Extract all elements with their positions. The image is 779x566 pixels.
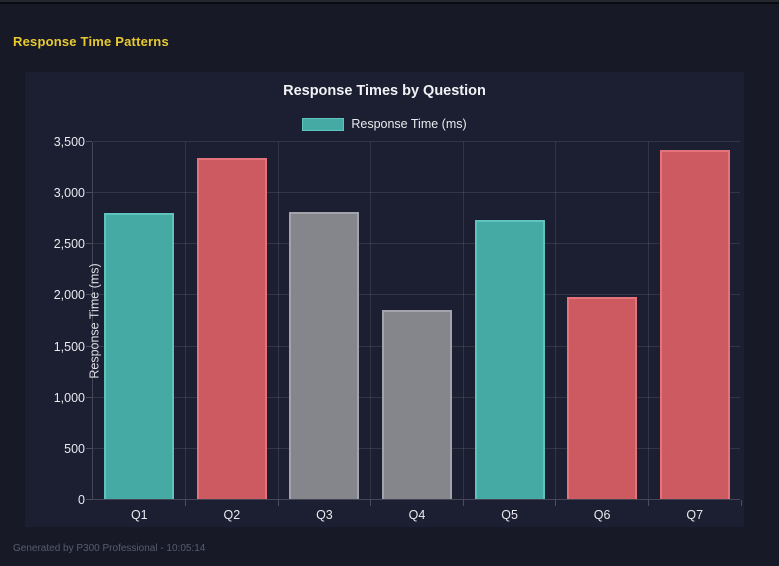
y-axis-tick — [86, 396, 92, 398]
y-tick-label: 1,000 — [53, 390, 85, 405]
x-tick-label-q3: Q3 — [316, 508, 333, 522]
gridline-horizontal — [93, 141, 740, 142]
x-axis-tick — [462, 500, 464, 506]
x-tick-label-q1: Q1 — [130, 508, 148, 522]
bar-q6[interactable] — [567, 297, 638, 499]
gridline-vertical — [370, 142, 372, 499]
gridline-vertical — [277, 142, 279, 499]
y-tick-label: 3,500 — [53, 135, 85, 149]
x-axis-tick — [370, 500, 372, 506]
y-tick-label: 3,000 — [53, 186, 85, 201]
gridline-horizontal — [93, 243, 740, 245]
bar-q4[interactable] — [382, 310, 452, 499]
y-tick-label: 1,500 — [53, 339, 85, 354]
x-tick-label-q4: Q4 — [408, 508, 426, 522]
x-axis-tick — [647, 500, 649, 506]
x-axis-tick — [185, 500, 187, 506]
y-axis-title: Response Time (ms) — [87, 262, 102, 379]
y-tick-label: 2,000 — [53, 288, 85, 303]
chart-panel: Response Times by Question Response Time… — [25, 72, 744, 527]
window-top-bar — [0, 0, 779, 4]
y-tick-label: 2,500 — [53, 237, 85, 252]
footer-status-text: Generated by P300 Professional - 10:05:1… — [13, 543, 206, 554]
y-axis-tick — [86, 192, 92, 194]
x-tick-label-q5: Q5 — [501, 508, 518, 522]
y-tick-label: 0 — [78, 493, 85, 507]
y-tick-label: 500 — [64, 441, 85, 456]
bar-q7[interactable] — [659, 150, 730, 499]
gridline-vertical — [185, 142, 187, 499]
x-tick-label-q2: Q2 — [223, 508, 241, 522]
gridline-vertical — [555, 142, 557, 499]
x-axis-tick — [555, 500, 557, 506]
chart-title: Response Times by Question — [283, 83, 486, 99]
y-axis-tick — [86, 499, 92, 500]
bar-q5[interactable] — [474, 220, 545, 499]
bar-q1[interactable] — [104, 213, 175, 499]
gridline-vertical — [462, 142, 464, 499]
y-axis-tick — [86, 447, 92, 449]
y-axis-tick — [86, 141, 92, 142]
page-title: Response Time Patterns — [13, 34, 169, 49]
plot-area: Response Time (ms) 0 500 1,000 1,500 2,000 2,… — [54, 135, 742, 522]
y-axis-tick — [86, 345, 92, 347]
legend-label[interactable]: Response Time (ms) — [351, 117, 467, 131]
bar-q3[interactable] — [289, 212, 360, 499]
bar-q2[interactable] — [196, 158, 267, 499]
x-axis-tick — [740, 500, 742, 506]
gridline-horizontal — [93, 192, 740, 194]
x-tick-label-q7: Q7 — [686, 508, 704, 522]
y-axis-tick — [86, 294, 92, 296]
x-axis-tick — [277, 500, 279, 506]
x-tick-label-q6: Q6 — [593, 508, 611, 522]
legend-swatch[interactable] — [302, 117, 345, 131]
gridline-horizontal — [93, 294, 740, 296]
chart-legend: Response Time (ms) — [25, 117, 744, 131]
y-axis-tick — [86, 243, 92, 245]
gridline-vertical — [647, 142, 649, 499]
